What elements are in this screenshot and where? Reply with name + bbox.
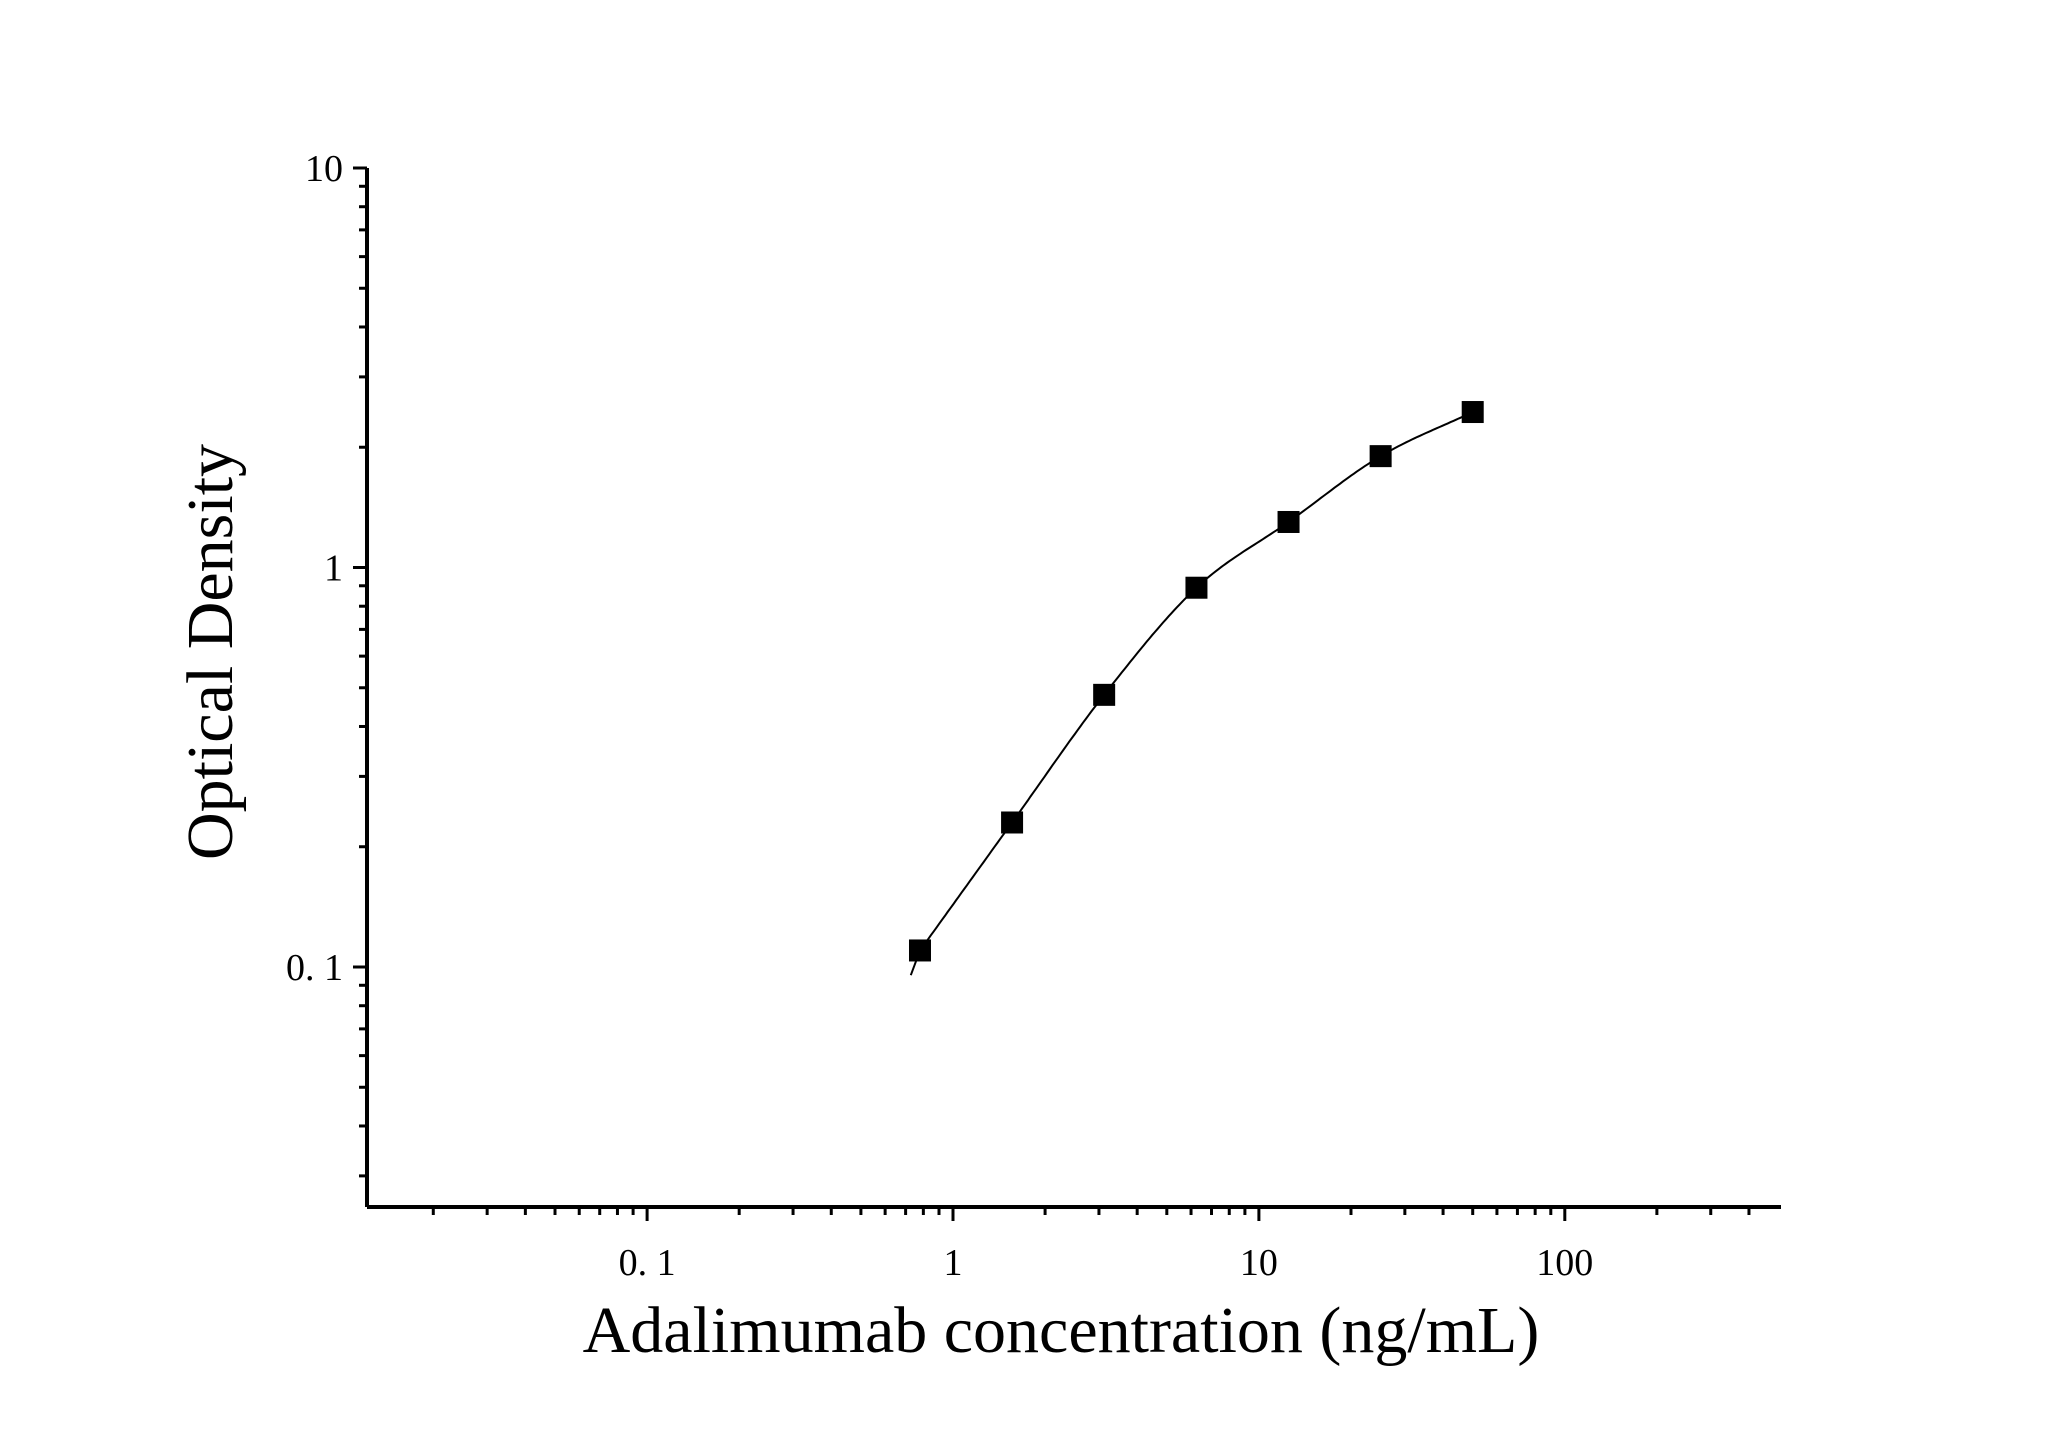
data-point	[1001, 811, 1024, 834]
data-point	[1369, 445, 1392, 468]
data-point	[908, 939, 931, 962]
fit-curve-layer	[909, 411, 1474, 976]
x-tick-label: 10	[1240, 1242, 1278, 1284]
data-point	[1185, 576, 1208, 599]
x-tick-label: 0. 1	[619, 1242, 676, 1284]
x-axis-title: Adalimumab concentration (ng/mL)	[583, 1294, 1540, 1367]
data-point	[1093, 683, 1116, 706]
y-axis-title: Optical Density	[174, 444, 247, 860]
x-tick-label: 1	[944, 1242, 963, 1284]
fit-curve-line	[909, 411, 1474, 976]
axes: 0. 1 1 10 100 0. 1 1 10	[286, 148, 1781, 1284]
y-tick-label: 0. 1	[286, 947, 343, 989]
data-point	[1277, 510, 1300, 533]
data-points-layer	[908, 401, 1484, 962]
y-tick-label: 1	[324, 548, 343, 590]
y-tick-label: 10	[305, 148, 343, 190]
data-point	[1461, 401, 1484, 424]
x-tick-label: 100	[1536, 1242, 1593, 1284]
